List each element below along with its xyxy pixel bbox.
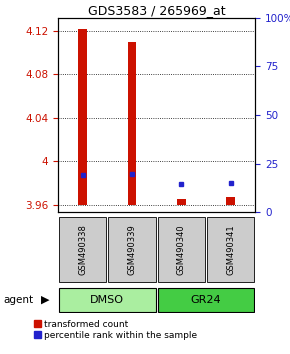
Bar (207, 217, 254, 282)
Text: GSM490340: GSM490340 (177, 224, 186, 275)
Bar (59, 217, 106, 282)
Text: GR24: GR24 (191, 295, 221, 305)
Text: ▶: ▶ (41, 295, 49, 305)
Legend: transformed count, percentile rank within the sample: transformed count, percentile rank withi… (34, 320, 197, 340)
Bar (157, 217, 205, 282)
Bar (177, 199, 186, 205)
Title: GDS3583 / 265969_at: GDS3583 / 265969_at (88, 4, 225, 17)
Text: GSM490339: GSM490339 (127, 224, 137, 275)
Text: agent: agent (3, 295, 33, 305)
Text: GSM490341: GSM490341 (226, 224, 235, 275)
Bar (78, 29, 87, 205)
Bar (59, 288, 156, 312)
Text: DMSO: DMSO (90, 295, 124, 305)
Bar (108, 217, 156, 282)
Bar (226, 197, 235, 205)
Bar (128, 42, 136, 205)
Bar (157, 288, 254, 312)
Text: GSM490338: GSM490338 (78, 224, 87, 275)
